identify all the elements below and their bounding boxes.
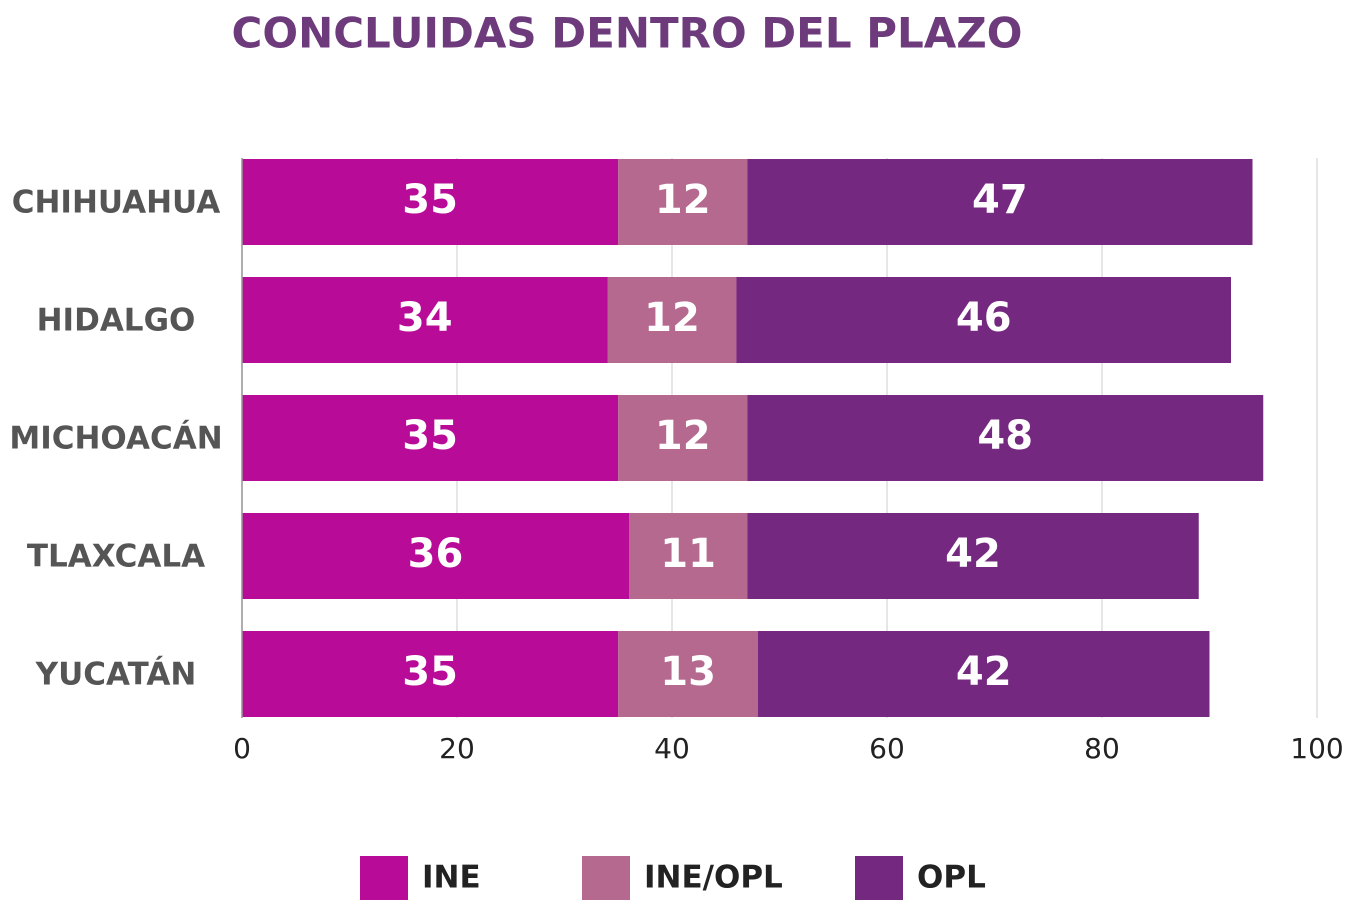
y-tick-label: MICHOACÁN (9, 421, 222, 457)
legend-label: INE/OPL (644, 860, 783, 896)
y-tick-label: HIDALGO (37, 303, 196, 339)
bar-segment (618, 631, 758, 717)
data-label: 35 (402, 649, 458, 695)
bar-segment (242, 395, 619, 481)
data-label: 42 (945, 531, 1001, 577)
data-label: 35 (402, 177, 458, 223)
y-tick-label: TLAXCALA (27, 539, 205, 575)
y-tick-label: CHIHUAHUA (12, 185, 221, 221)
bar-segment (242, 631, 619, 717)
x-tick-label: 60 (869, 732, 905, 765)
bar-segment (618, 159, 748, 245)
x-tick-label: 80 (1084, 732, 1120, 765)
bar-segment (618, 395, 748, 481)
data-label: 47 (972, 177, 1028, 223)
x-tick-label: 40 (654, 732, 690, 765)
bar-segment (736, 277, 1231, 363)
data-label: 13 (660, 649, 716, 695)
bar-segment (629, 513, 748, 599)
chart-title: CONCLUIDAS DENTRO DEL PLAZO (232, 9, 1023, 58)
legend-swatch (855, 856, 903, 900)
data-label: 12 (655, 177, 711, 223)
bar-segment (607, 277, 737, 363)
x-tick-label: 100 (1290, 732, 1343, 765)
bar-segment (747, 513, 1199, 599)
data-label: 11 (660, 531, 716, 577)
bar-segment (242, 159, 619, 245)
data-label: 42 (956, 649, 1012, 695)
legend-label: OPL (917, 860, 986, 896)
y-tick-label: YUCATÁN (35, 657, 197, 693)
bar-segment (747, 395, 1264, 481)
data-label: 48 (977, 413, 1033, 459)
legend-label: INE (422, 860, 481, 896)
data-label: 36 (408, 531, 464, 577)
data-label: 34 (397, 295, 453, 341)
bar-segment (242, 513, 629, 599)
x-tick-label: 0 (233, 732, 251, 765)
data-label: 12 (644, 295, 700, 341)
bar-segment (747, 159, 1253, 245)
legend-swatch (360, 856, 408, 900)
legend-swatch (582, 856, 630, 900)
data-label: 35 (402, 413, 458, 459)
data-label: 46 (956, 295, 1012, 341)
bar-segment (758, 631, 1210, 717)
data-label: 12 (655, 413, 711, 459)
bar-segment (242, 277, 608, 363)
x-tick-label: 20 (439, 732, 475, 765)
